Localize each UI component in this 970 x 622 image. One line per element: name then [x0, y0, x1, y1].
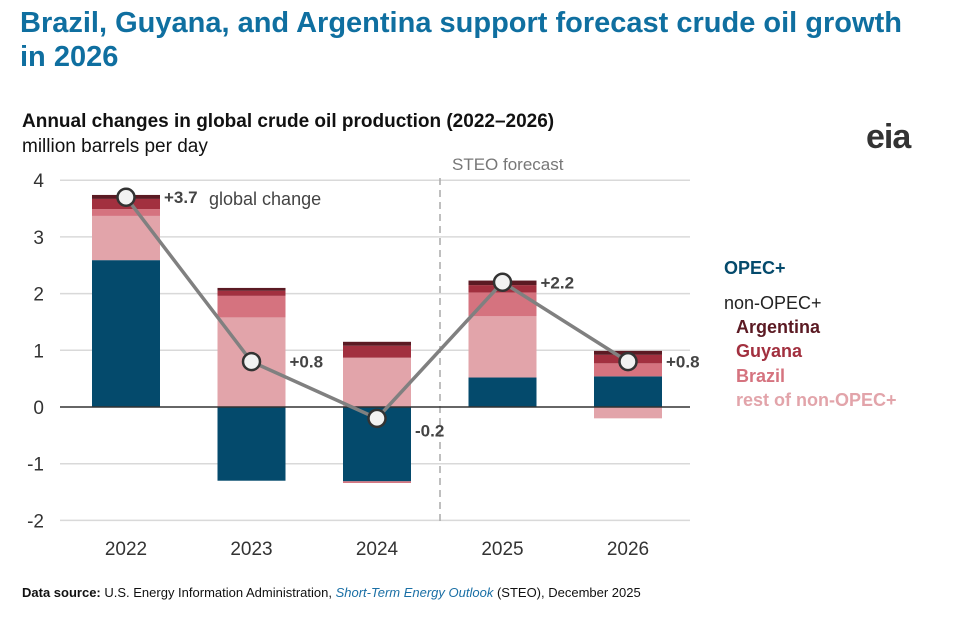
eia-logo: eia	[866, 118, 911, 156]
y-tick-label: -1	[27, 455, 44, 476]
bar-rest-of-non-opec--2022	[92, 215, 160, 261]
legend-argentina: Argentina	[736, 317, 821, 337]
line-legend-label: global change	[209, 189, 321, 209]
data-source: Data source: U.S. Energy Information Adm…	[22, 585, 641, 600]
global-change-point	[116, 187, 136, 207]
data-label: +0.8	[290, 353, 324, 372]
bar-opec--2026	[594, 376, 662, 407]
y-tick-label: -2	[27, 511, 44, 532]
bar-brazil-2023	[217, 295, 286, 318]
x-tick-label: 2024	[356, 539, 399, 560]
forecast-label: STEO forecast	[452, 155, 564, 174]
x-tick-label: 2026	[607, 539, 649, 560]
y-tick-label: 0	[33, 398, 44, 419]
bar-brazil-2024	[343, 481, 411, 483]
bar-guyana-2024	[343, 345, 411, 358]
bar-argentina-2023	[217, 287, 286, 291]
bar-guyana-2023	[217, 290, 286, 296]
data-label: +3.7	[164, 188, 198, 207]
data-label: -0.2	[415, 421, 444, 440]
global-change-point	[367, 408, 387, 429]
x-tick-label: 2023	[230, 539, 272, 560]
y-tick-label: 4	[33, 171, 44, 192]
y-tick-label: 3	[33, 228, 44, 249]
global-change-point	[241, 351, 262, 372]
bar-opec--2025	[468, 377, 537, 407]
x-tick-label: 2025	[481, 539, 523, 560]
legend-opec: OPEC+	[724, 258, 786, 278]
legend-non-opec: non-OPEC+	[724, 293, 822, 313]
y-tick-label: 1	[33, 341, 44, 362]
legend-brazil: Brazil	[736, 366, 785, 386]
legend-rest-non-opec: rest of non-OPEC+	[736, 390, 897, 410]
data-label: +2.2	[541, 273, 575, 292]
bar-opec--2022	[92, 260, 160, 407]
legend-guyana: Guyana	[736, 341, 803, 361]
x-tick-label: 2022	[105, 539, 147, 560]
page-title: Brazil, Guyana, and Argentina support fo…	[20, 7, 902, 73]
data-label: +0.8	[666, 353, 700, 372]
bar-argentina-2024	[343, 341, 411, 346]
y-tick-label: 2	[33, 285, 44, 306]
global-change-point	[492, 272, 513, 293]
y-axis-label: million barrels per day	[22, 136, 208, 157]
bar-rest-of-non-opec--2026	[594, 407, 662, 419]
bar-brazil-2022	[92, 209, 160, 216]
chart-title: Annual changes in global crude oil produ…	[22, 111, 555, 132]
bar-rest-of-non-opec--2025	[468, 316, 537, 378]
bar-rest-of-non-opec--2024	[343, 357, 411, 407]
bar-opec--2023	[217, 407, 286, 481]
global-change-point	[618, 351, 638, 372]
